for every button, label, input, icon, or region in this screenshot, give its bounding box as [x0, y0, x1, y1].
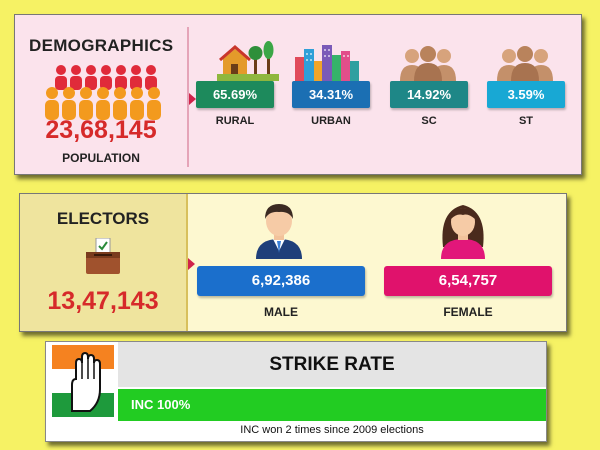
male-count-badge: 6,92,386: [197, 266, 365, 296]
sc-percent-badge: 14.92%: [390, 81, 468, 108]
urban-percent-badge: 34.31%: [292, 81, 370, 108]
female-count: 6,54,757: [438, 272, 498, 289]
sc-people-group-icon: [400, 46, 456, 81]
st-percent: 3.59%: [507, 87, 545, 102]
strike-rate-bar-text: INC 100%: [131, 397, 191, 412]
urban-percent: 34.31%: [308, 87, 354, 102]
rural-percent: 65.69%: [212, 87, 258, 102]
rural-icon: [217, 41, 279, 81]
population-value: 23,68,145: [45, 116, 157, 144]
electors-divider: [186, 194, 188, 331]
divider-arrow-icon: [189, 93, 196, 105]
rural-percent-badge: 65.69%: [196, 81, 274, 108]
female-avatar-icon: [441, 205, 485, 259]
strike-rate-title: STRIKE RATE: [269, 354, 395, 375]
rural-label: RURAL: [215, 115, 255, 127]
strike-rate-note: INC won 2 times since 2009 elections: [240, 424, 424, 436]
demographics-divider: [187, 27, 189, 167]
inc-party-flag-icon: [52, 345, 114, 417]
demographics-title: DEMOGRAPHICS: [29, 36, 174, 55]
ballot-box-icon: [86, 238, 120, 274]
male-count: 6,92,386: [251, 272, 311, 289]
electors-total: 13,47,143: [47, 287, 159, 315]
female-label: FEMALE: [443, 305, 493, 319]
st-label: ST: [518, 115, 534, 127]
sc-percent: 14.92%: [406, 87, 452, 102]
urban-label: URBAN: [311, 115, 351, 127]
population-label: POPULATION: [62, 151, 140, 165]
female-count-badge: 6,54,757: [384, 266, 552, 296]
strike-rate-panel: STRIKE RATE INC 100% INC won 2 times sin…: [45, 341, 547, 442]
st-percent-badge: 3.59%: [487, 81, 565, 108]
strike-rate-header: [118, 342, 546, 387]
urban-icon: [295, 45, 359, 81]
male-label: MALE: [264, 305, 298, 319]
sc-label: SC: [421, 115, 437, 127]
divider-arrow-icon: [188, 258, 195, 270]
electors-title: ELECTORS: [56, 209, 150, 228]
male-avatar-icon: [256, 204, 302, 259]
st-people-group-icon: [497, 46, 553, 81]
population-crowd-icon: [45, 65, 161, 120]
demographics-panel: DEMOGRAPHICS 23,68,145 POPULATION: [14, 14, 582, 175]
electors-panel: ELECTORS 13,47,143 6,92,386 MALE 6,54,75…: [19, 193, 567, 332]
strike-rate-bar: [118, 389, 546, 421]
